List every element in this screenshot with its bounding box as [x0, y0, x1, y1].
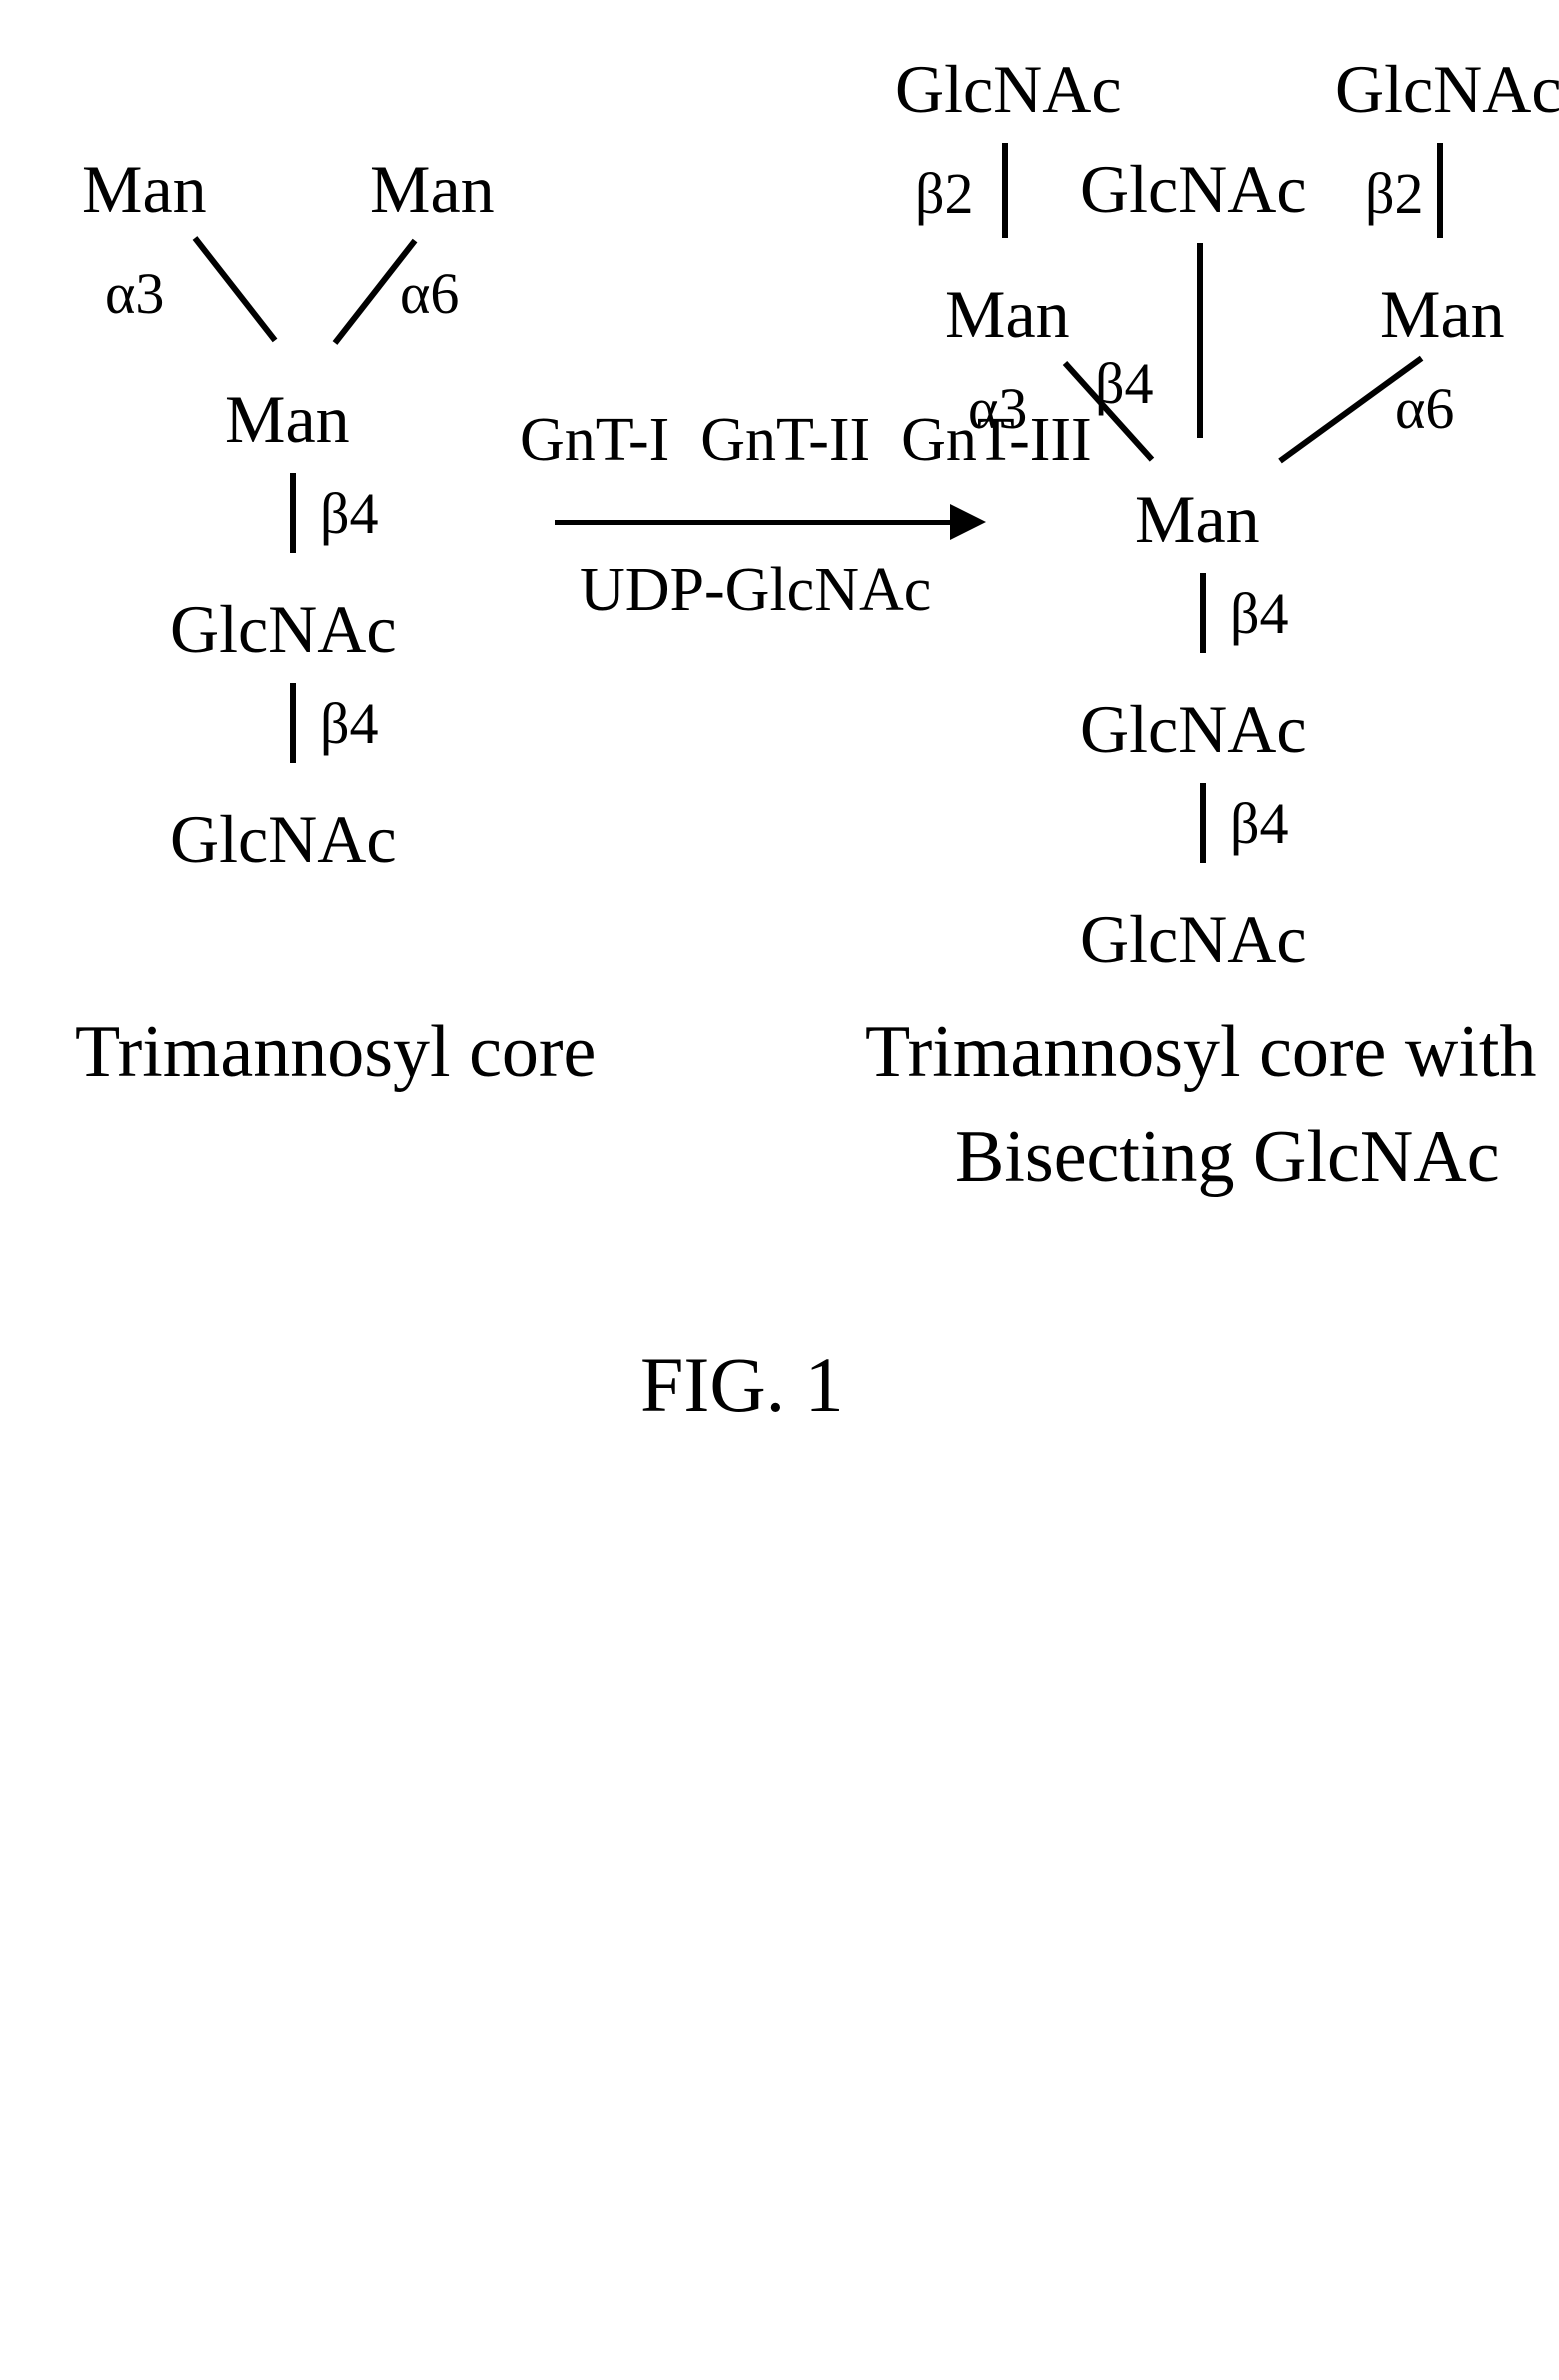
- left-bond-mid1: [290, 473, 296, 553]
- right-caption-line2: Bisecting GlcNAc: [955, 1115, 1500, 1200]
- right-glcnac-tl: GlcNAc: [895, 50, 1122, 129]
- right-man-mid: Man: [1135, 480, 1260, 559]
- enzyme-labels: GnT-I GnT-II GnT-III: [520, 405, 1092, 476]
- right-glcnac-1: GlcNAc: [1080, 690, 1307, 769]
- right-bond-vtr: [1437, 143, 1443, 238]
- left-linkage-b4-2: β4: [320, 690, 379, 757]
- right-man-r: Man: [1380, 275, 1505, 354]
- left-man-top-left: Man: [82, 150, 207, 229]
- right-bond-vtm: [1197, 243, 1203, 438]
- right-bond-vtl: [1002, 143, 1008, 238]
- left-linkage-b4-1: β4: [320, 480, 379, 547]
- right-link-b4-3: β4: [1230, 790, 1289, 857]
- left-man-top-right: Man: [370, 150, 495, 229]
- right-link-b2-l: β2: [915, 160, 974, 227]
- left-caption: Trimannosyl core: [75, 1010, 596, 1095]
- left-bond-mid2: [290, 683, 296, 763]
- reaction-arrow-head: [950, 504, 986, 540]
- left-glcnac-1: GlcNAc: [170, 590, 397, 669]
- right-glcnac-tr: GlcNAc: [1335, 50, 1559, 129]
- right-caption-line1: Trimannosyl core with: [865, 1010, 1536, 1095]
- right-link-b2-r: β2: [1365, 160, 1424, 227]
- right-glcnac-2: GlcNAc: [1080, 900, 1307, 979]
- figure-label: FIG. 1: [640, 1340, 844, 1430]
- left-man-mid: Man: [225, 380, 350, 459]
- left-bond-tl: [193, 236, 278, 342]
- right-link-a6: α6: [1395, 375, 1454, 442]
- right-bond-mid1: [1200, 573, 1206, 653]
- left-glcnac-2: GlcNAc: [170, 800, 397, 879]
- right-link-b4-2: β4: [1230, 580, 1289, 647]
- right-bond-mid2: [1200, 783, 1206, 863]
- substrate-label: UDP-GlcNAc: [580, 555, 931, 626]
- right-glcnac-tm: GlcNAc: [1080, 150, 1307, 229]
- reaction-arrow-shaft: [555, 520, 955, 525]
- right-man-l: Man: [945, 275, 1070, 354]
- left-linkage-a3: α3: [105, 260, 164, 327]
- left-linkage-a6: α6: [400, 260, 459, 327]
